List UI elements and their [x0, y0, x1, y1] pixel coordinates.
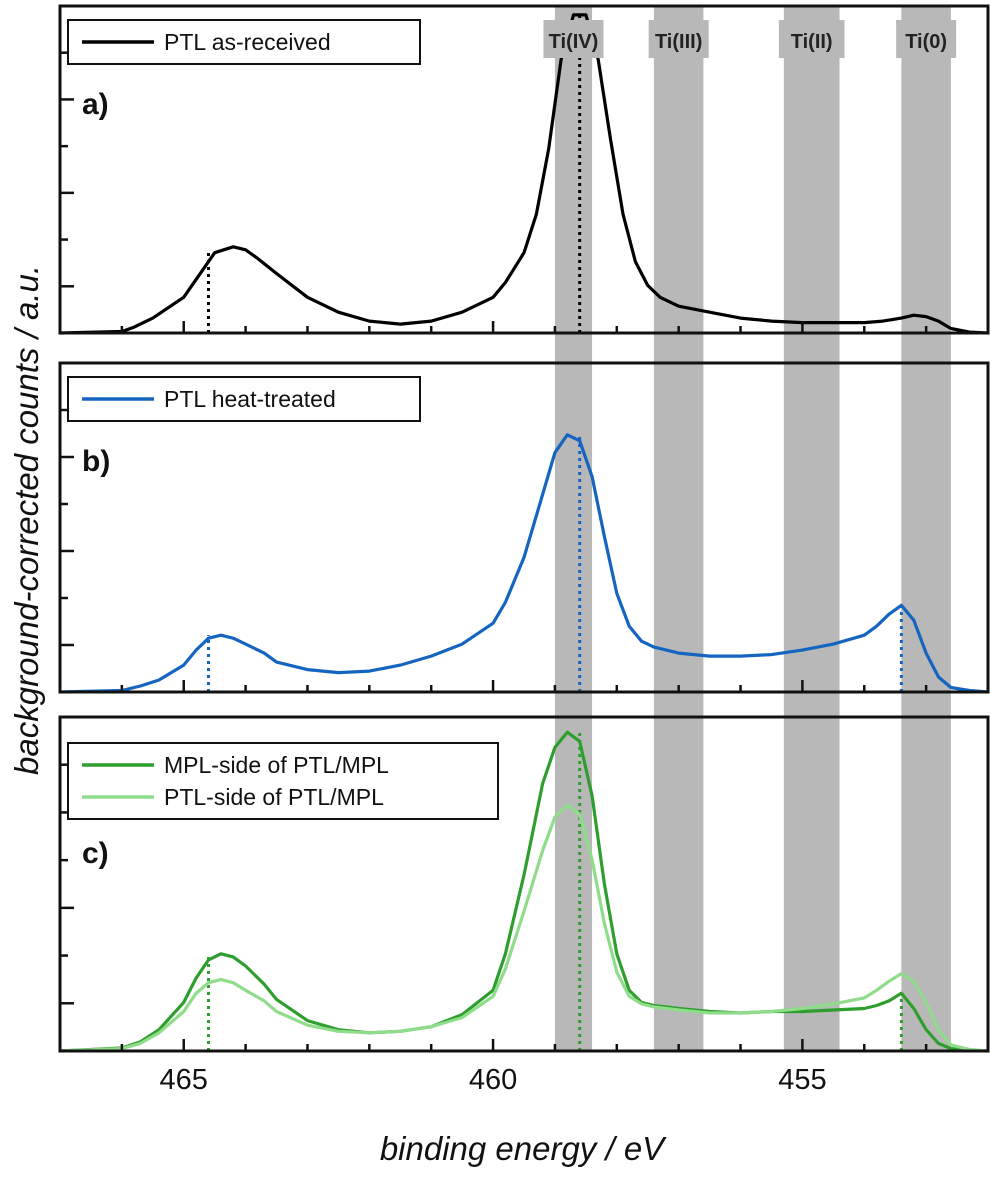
- x-axis-title: binding energy / eV: [380, 1130, 667, 1167]
- band-label-bg-0: [543, 20, 604, 58]
- band-label-3: Ti(0): [905, 31, 947, 53]
- panel-frame-0: [58, 4, 990, 335]
- legend-1: PTL heat-treated: [67, 376, 421, 422]
- series-line-2-1: [58, 803, 990, 1053]
- series-line-2-0: [58, 730, 990, 1053]
- panels: a) PTL as-received b) PTL heat-treated c) MPL…: [58, 4, 990, 1053]
- xtick-label-460: 460: [469, 1064, 517, 1096]
- band-label-bg-2: [778, 20, 845, 58]
- panel-2: c) MPL-side of PTL/MPL PTL-side of PTL/MPL: [58, 715, 990, 1053]
- band-label-bg-1: [648, 20, 709, 58]
- panel-0: a) PTL as-received: [58, 4, 990, 335]
- x-tick-labels: 465 460 455: [160, 1064, 827, 1096]
- legend-0: PTL as-received: [67, 19, 421, 65]
- band-labels: Ti(IV) Ti(III) Ti(II) Ti(0): [543, 20, 957, 58]
- panel-label-2: c): [82, 837, 109, 870]
- panel-frame-1: [58, 361, 990, 694]
- band-1: [653, 7, 704, 1050]
- panel-frame-2: [58, 715, 990, 1053]
- legend-entry-1-0: PTL heat-treated: [164, 386, 336, 412]
- legend-entry-2-1: PTL-side of PTL/MPL: [164, 784, 384, 810]
- xtick-label-465: 465: [160, 1064, 208, 1096]
- band-0: [554, 7, 593, 1050]
- band-2: [783, 7, 840, 1050]
- series-line-1-0: [58, 433, 990, 694]
- panel-label-1: b): [82, 445, 110, 478]
- legend-entry-2-0: MPL-side of PTL/MPL: [164, 752, 389, 778]
- panel-label-0: a): [82, 88, 109, 121]
- legend-entry-0-0: PTL as-received: [164, 29, 331, 55]
- band-label-bg-3: [896, 20, 957, 58]
- panel-1: b) PTL heat-treated: [58, 361, 990, 694]
- band-label-2: Ti(II): [791, 31, 833, 53]
- legend-box-2: [67, 742, 499, 820]
- y-axis-title: background-corrected counts / a.u.: [8, 265, 45, 775]
- oxidation-state-bands: [554, 7, 951, 1050]
- band-3: [901, 7, 951, 1050]
- band-label-0: Ti(IV): [549, 31, 599, 53]
- band-label-1: Ti(III): [655, 31, 702, 53]
- xtick-label-455: 455: [778, 1064, 826, 1096]
- legend-2: MPL-side of PTL/MPL PTL-side of PTL/MPL: [67, 742, 499, 820]
